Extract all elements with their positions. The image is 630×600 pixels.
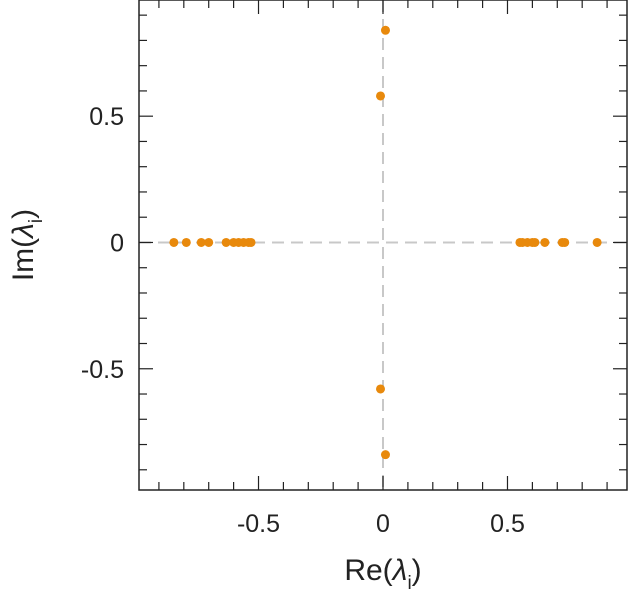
y-axis-label: Im(λi): [7, 209, 47, 281]
data-point: [181, 237, 191, 247]
data-point: [560, 237, 570, 247]
plot-frame: [138, 0, 628, 491]
data-point: [221, 237, 231, 247]
data-point: [380, 25, 390, 35]
data-point: [592, 237, 602, 247]
x-tick-label: -0.5: [237, 510, 280, 538]
x-tick-label: 0.5: [490, 510, 525, 538]
x-tick-label: 0: [376, 510, 390, 538]
tick-labels: -0.5 0 0.5 -0.5 0 0.5: [81, 103, 525, 538]
data-point: [380, 450, 390, 460]
data-point: [376, 91, 386, 101]
data-point: [376, 384, 386, 394]
data-point: [540, 237, 550, 247]
y-tick-label: 0.5: [89, 103, 124, 131]
data-point: [204, 237, 214, 247]
data-point: [530, 237, 540, 247]
y-tick-label: -0.5: [81, 356, 124, 384]
data-point: [169, 237, 179, 247]
data-point: [246, 237, 256, 247]
data-point: [196, 237, 206, 247]
y-tick-label: 0: [110, 229, 124, 257]
data-points: [169, 25, 602, 460]
axis-ticks: [139, 0, 627, 490]
x-axis-label: Re(λi): [344, 554, 421, 594]
